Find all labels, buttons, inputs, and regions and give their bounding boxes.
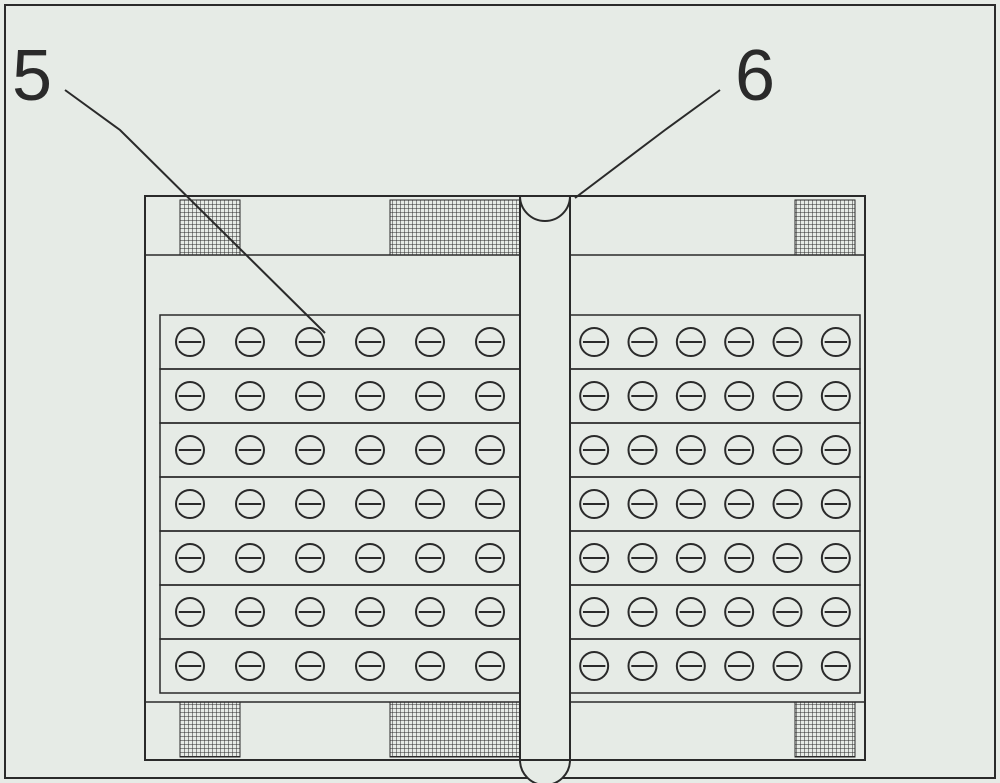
column-body bbox=[520, 196, 570, 760]
label-6: 6 bbox=[735, 36, 775, 116]
column-cap-bottom bbox=[520, 760, 570, 783]
diagram-canvas: 56 bbox=[0, 0, 1000, 783]
hatch-block bbox=[390, 200, 520, 255]
label-5: 5 bbox=[12, 36, 52, 116]
hatch-block bbox=[795, 702, 855, 757]
leader-6 bbox=[575, 90, 720, 198]
hatch-block bbox=[180, 702, 240, 757]
hatch-block bbox=[390, 702, 520, 757]
hatch-block bbox=[180, 200, 240, 255]
hatch-block bbox=[795, 200, 855, 255]
